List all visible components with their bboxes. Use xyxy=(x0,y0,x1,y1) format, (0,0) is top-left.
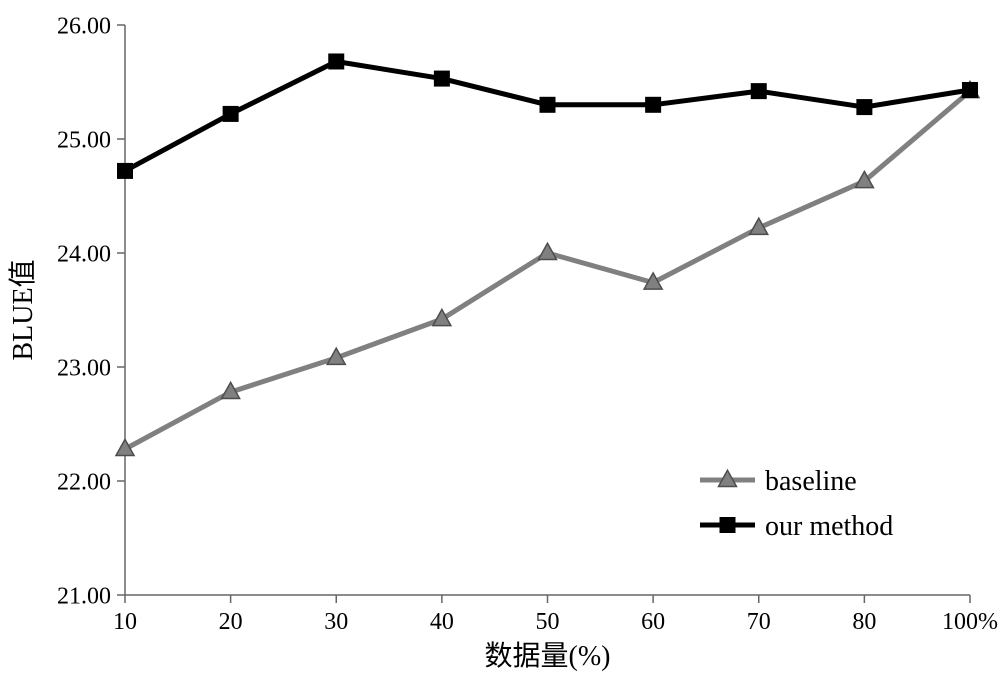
legend-label: our method xyxy=(765,511,893,542)
legend-label: baseline xyxy=(765,466,857,497)
y-axis-label: BLUE值 xyxy=(7,259,39,360)
data-marker-square xyxy=(328,53,344,69)
series-line xyxy=(125,91,970,449)
x-tick-label: 20 xyxy=(219,609,243,635)
y-tick-label: 21.00 xyxy=(57,583,111,609)
chart-svg: 10 20 30 40 50 60 70 80 100% 21.00 22.00 23.00 24.00… xyxy=(0,0,1000,675)
data-marker-square xyxy=(117,163,133,179)
x-tick-label: 80 xyxy=(852,609,876,635)
data-marker-square xyxy=(962,82,978,98)
data-marker-square xyxy=(645,97,661,113)
data-marker-square xyxy=(434,71,450,87)
data-marker-square xyxy=(223,106,239,122)
x-tick-label: 60 xyxy=(641,609,665,635)
line-chart: 10 20 30 40 50 60 70 80 100% 21.00 22.00 23.00 24.00… xyxy=(0,0,1000,675)
y-tick-label: 25.00 xyxy=(57,127,111,153)
x-tick-label: 40 xyxy=(430,609,454,635)
y-tick-label: 23.00 xyxy=(57,355,111,381)
data-marker-triangle xyxy=(539,243,557,259)
y-tick-label: 24.00 xyxy=(57,241,111,267)
series-line xyxy=(125,61,970,170)
x-tick-label: 50 xyxy=(536,609,560,635)
x-tick-label: 70 xyxy=(747,609,771,635)
data-marker-square xyxy=(856,99,872,115)
y-tick-label: 22.00 xyxy=(57,469,111,495)
x-axis-label: 数据量(%) xyxy=(485,640,611,672)
y-tick-label: 26.00 xyxy=(57,13,111,39)
data-marker-square xyxy=(540,97,556,113)
x-tick-label: 30 xyxy=(324,609,348,635)
x-tick-label: 10 xyxy=(113,609,137,635)
x-tick-label: 100% xyxy=(942,609,998,635)
data-marker-square xyxy=(720,517,736,533)
data-marker-square xyxy=(751,83,767,99)
